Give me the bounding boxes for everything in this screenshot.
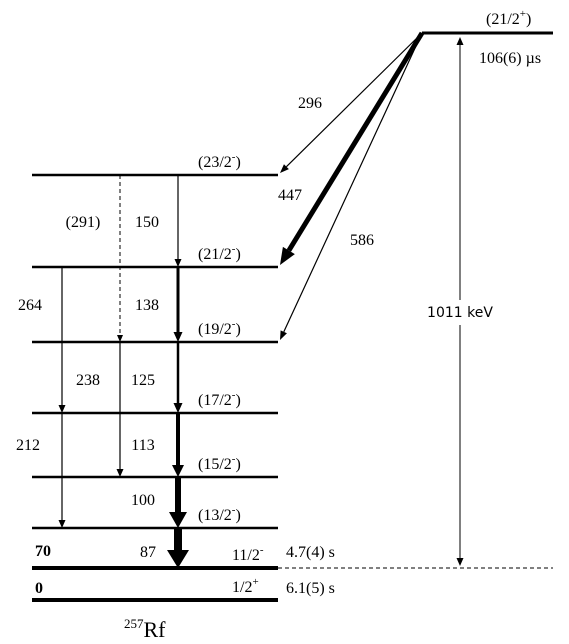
gamma-energy: 238 <box>76 372 100 389</box>
spin-label: 1/2+ <box>232 576 259 596</box>
spin: (21/2 <box>486 11 520 28</box>
spin-close: ) <box>235 456 240 473</box>
gamma-energy: 138 <box>135 297 159 314</box>
parity: + <box>520 8 526 20</box>
spin-close: ) <box>235 246 240 263</box>
parity: - <box>232 389 236 401</box>
arrow-head <box>456 37 464 45</box>
transition-line <box>286 31 425 252</box>
gamma-energy: 100 <box>131 492 155 509</box>
spin: (19/2 <box>198 321 232 338</box>
arrow-head <box>280 164 289 173</box>
arrow-head <box>116 469 124 477</box>
spin: (15/2 <box>198 456 232 473</box>
spin: (21/2 <box>198 246 232 263</box>
spin: (13/2 <box>198 507 232 524</box>
gamma-energy: 586 <box>350 232 374 249</box>
arrow-head <box>280 246 295 265</box>
spin-close: ) <box>235 321 240 338</box>
spin-label: (15/2-) <box>198 453 241 473</box>
spin: 1/2 <box>232 579 252 596</box>
spin-label: (21/2+) <box>486 8 531 28</box>
spin-close: ) <box>235 392 240 409</box>
spin-label: 11/2- <box>232 544 264 564</box>
level-energy: 70 <box>35 543 51 560</box>
spin-close: ) <box>235 154 240 171</box>
arrow-head <box>169 512 187 528</box>
isomer-energy: 1011 keV <box>427 305 493 321</box>
half-life: 6.1(5) s <box>286 580 335 597</box>
transition-line <box>285 32 423 168</box>
parity: - <box>232 151 236 163</box>
arrow-head <box>58 520 66 528</box>
spin-label: (21/2-) <box>198 243 241 263</box>
parity: - <box>260 544 264 556</box>
arrow-head <box>174 259 182 267</box>
isomer-half-life: 106(6) µs <box>479 50 541 67</box>
spin-label: (23/2-) <box>198 151 241 171</box>
gamma-energy: 150 <box>135 214 159 231</box>
spin-label: (17/2-) <box>198 389 241 409</box>
arrow-head <box>456 558 464 566</box>
gamma-energy: 125 <box>131 372 155 389</box>
gamma-energy: 447 <box>278 187 302 204</box>
nucleus: 257Rf <box>124 616 166 642</box>
gamma-energy: 264 <box>18 297 42 314</box>
gamma-energy: 113 <box>131 437 154 454</box>
spin-close: ) <box>235 507 240 524</box>
spin: (23/2 <box>198 154 232 171</box>
spin: 11/2 <box>232 547 260 564</box>
spin-label: (13/2-) <box>198 504 241 524</box>
level-energy: 0 <box>35 580 43 597</box>
arrow-head <box>172 465 184 477</box>
parity: - <box>232 453 236 465</box>
mass-number: 257 <box>124 616 144 631</box>
arrow-head <box>58 405 66 413</box>
gamma-energy: (291) <box>66 214 101 231</box>
gamma-energy: 296 <box>298 95 322 112</box>
spin-close: ) <box>526 11 531 28</box>
parity: - <box>232 504 236 516</box>
arrow-head <box>173 403 183 413</box>
arrow-head <box>117 335 123 342</box>
spin-label: (19/2-) <box>198 318 241 338</box>
gamma-energy: 87 <box>140 544 156 561</box>
parity: - <box>232 318 236 330</box>
half-life: 4.7(4) s <box>286 544 335 561</box>
parity: + <box>252 576 258 588</box>
parity: - <box>232 243 236 255</box>
arrow-head <box>280 330 287 340</box>
transition-line <box>283 32 423 333</box>
gamma-energy: 212 <box>16 437 40 454</box>
element-symbol: Rf <box>144 617 167 642</box>
arrow-head <box>173 332 183 342</box>
arrow-head <box>167 550 189 568</box>
spin: (17/2 <box>198 392 232 409</box>
